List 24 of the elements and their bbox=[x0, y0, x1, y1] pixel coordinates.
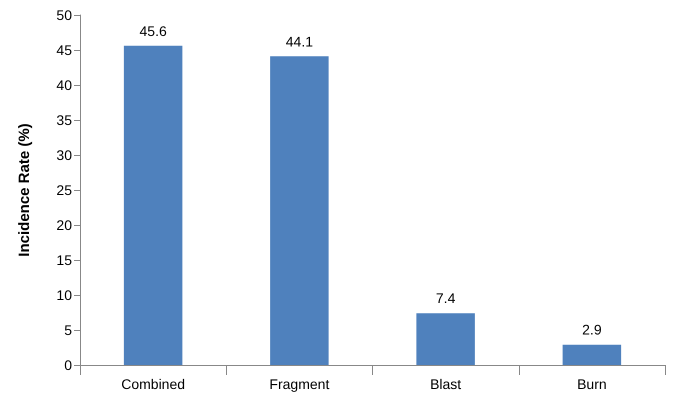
y-tick-label: 30 bbox=[56, 147, 72, 163]
y-tick-label: 5 bbox=[64, 322, 72, 338]
y-tick-label: 10 bbox=[56, 287, 72, 303]
bar bbox=[562, 344, 622, 365]
y-tick-label: 45 bbox=[56, 42, 72, 58]
y-tick-label: 25 bbox=[56, 182, 72, 198]
y-tick-label: 20 bbox=[56, 217, 72, 233]
bar bbox=[270, 56, 329, 365]
data-label: 44.1 bbox=[286, 33, 314, 50]
y-tick-label: 50 bbox=[56, 7, 72, 23]
bar bbox=[124, 46, 182, 365]
y-tick-label: 0 bbox=[64, 357, 72, 373]
y-tick-label: 35 bbox=[56, 112, 72, 128]
x-tick-label: Blast bbox=[430, 376, 462, 392]
data-label: 45.6 bbox=[140, 22, 167, 39]
x-tick-label: Combined bbox=[121, 376, 186, 392]
y-tick-label: 40 bbox=[56, 77, 72, 93]
bar bbox=[416, 313, 475, 365]
y-tick-label: 15 bbox=[56, 252, 72, 268]
x-tick-label: Burn bbox=[577, 376, 607, 392]
data-label: 7.4 bbox=[436, 290, 456, 306]
y-axis-title: Incidence Rate (%) bbox=[16, 123, 33, 257]
data-label: 2.9 bbox=[582, 322, 602, 338]
x-tick-label: Fragment bbox=[269, 376, 330, 392]
